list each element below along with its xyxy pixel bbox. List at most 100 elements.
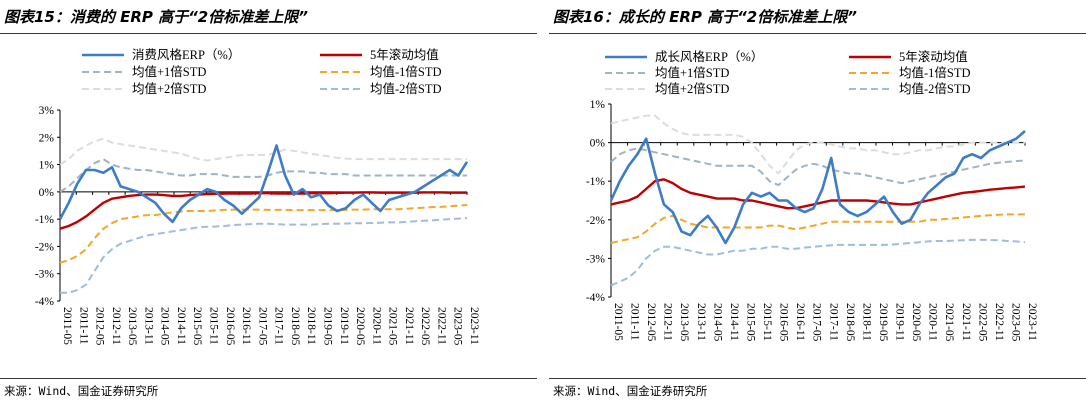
x-tick-label: 2017-11 <box>273 307 285 345</box>
x-tick-label: 2019-11 <box>894 303 906 341</box>
series-line-1 <box>59 191 467 230</box>
x-tick-label: 2013-11 <box>695 303 707 341</box>
x-tick-label: 2015-11 <box>761 303 773 341</box>
chart-panel-consumption: 图表15：消费的 ERP 高于“2倍标准差上限” 3% 2% 1% 0% -1% -2% -… <box>0 0 537 403</box>
x-tick-label: 2020-11 <box>927 303 939 341</box>
figure-title: 图表15：消费的 ERP 高于“2倍标准差上限” <box>4 8 308 26</box>
x-tick-label: 2015-05 <box>744 303 756 342</box>
x-tick-label: 2020-11 <box>370 307 382 345</box>
x-tick-label: 2012-11 <box>662 303 674 341</box>
x-tick-label: 2020-05 <box>910 303 922 342</box>
y-tick-label: 2% <box>39 132 55 144</box>
y-tick-label: 3% <box>39 105 55 117</box>
title-divider <box>0 33 537 34</box>
series-line-4 <box>610 114 1025 175</box>
x-tick-label: 2018-05 <box>289 307 301 346</box>
x-tick-label: 2018-11 <box>305 307 317 345</box>
x-tick-label: 2022-05 <box>976 303 988 342</box>
x-tick-label: 2016-11 <box>240 307 252 345</box>
x-tick-label: 2018-05 <box>844 303 856 342</box>
x-tick-label: 2013-11 <box>142 307 154 345</box>
series-line-5 <box>60 217 468 294</box>
x-tick-label: 2021-05 <box>387 307 399 346</box>
x-tick-label: 2016-05 <box>224 307 236 346</box>
legend-label: 均值+2倍STD <box>655 81 729 96</box>
x-tick-label: 2014-05 <box>159 307 171 346</box>
y-tick-label: -1% <box>586 176 606 188</box>
y-tick-label: -2% <box>35 241 55 253</box>
x-tick-label: 2016-11 <box>794 303 806 341</box>
legend-label: 均值-2倍STD <box>370 81 442 96</box>
x-tick-label: 2019-05 <box>877 303 889 342</box>
legend-label: 均值+1倍STD <box>655 65 729 80</box>
source-note: 来源：Wind、国金证券研究所 <box>4 384 159 398</box>
x-tick-label: 2021-11 <box>960 303 972 341</box>
x-tick-label: 2021-05 <box>943 303 955 342</box>
series-line-2 <box>610 147 1026 187</box>
series-line-5 <box>610 238 1026 287</box>
footer-divider <box>0 378 537 379</box>
x-tick-label: 2014-05 <box>711 303 723 342</box>
y-tick-label: 1% <box>590 99 606 111</box>
y-tick-label: -3% <box>35 269 55 281</box>
x-tick-label: 2023-11 <box>1026 303 1038 341</box>
legend-label: 均值+1倍STD <box>132 64 206 79</box>
y-tick-label: -1% <box>35 214 55 226</box>
x-tick-label: 2023-05 <box>1009 303 1021 342</box>
y-tick-label: 1% <box>39 160 55 172</box>
chart-panel-growth: 图表16：成长的 ERP 高于“2倍标准差上限” 1% 0% -1% -2% -3% -4… <box>549 0 1086 403</box>
x-tick-label: 2013-05 <box>126 307 138 346</box>
legend-label: 5年滚动均值 <box>370 47 439 62</box>
y-tick-label: 0% <box>39 187 55 199</box>
x-tick-label: 2016-05 <box>778 303 790 342</box>
x-tick-label: 2014-11 <box>728 303 740 341</box>
legend-label: 均值-2倍STD <box>899 81 971 96</box>
x-tick-label: 2017-05 <box>256 307 268 346</box>
y-tick-label: -4% <box>586 292 606 304</box>
x-tick-label: 2011-11 <box>77 307 89 345</box>
legend-label: 消费风格ERP（%） <box>132 47 240 62</box>
x-tick-label: 2022-11 <box>435 307 447 345</box>
series-line-0 <box>58 144 469 224</box>
x-tick-label: 2021-11 <box>403 307 415 345</box>
legend-label: 成长风格ERP（%） <box>655 49 763 64</box>
x-tick-label: 2013-05 <box>678 303 690 342</box>
x-tick-label: 2011-05 <box>61 307 73 345</box>
x-tick-label: 2014-11 <box>175 307 187 345</box>
x-tick-label: 2017-11 <box>827 303 839 341</box>
x-tick-label: 2022-11 <box>993 303 1005 341</box>
x-tick-label: 2012-05 <box>645 303 657 342</box>
series-line-1 <box>610 178 1026 210</box>
x-tick-label: 2019-11 <box>338 307 350 345</box>
source-note: 来源：Wind、国金证券研究所 <box>553 384 708 398</box>
legend-label: 均值-1倍STD <box>370 64 442 79</box>
x-tick-label: 2020-05 <box>354 307 366 346</box>
x-tick-label: 2019-05 <box>321 307 333 346</box>
consumption-erp-chart: 3% 2% 1% 0% -1% -2% -3% -4% 2011-05 2011-11 2012-0… <box>35 47 480 346</box>
x-tick-label: 2023-11 <box>468 307 480 345</box>
legend-label: 均值+2倍STD <box>132 81 206 96</box>
legend-label: 5年滚动均值 <box>899 49 968 64</box>
y-tick-label: 0% <box>590 138 606 150</box>
x-tick-label: 2023-05 <box>452 307 464 346</box>
x-tick-label: 2015-05 <box>191 307 203 346</box>
legend-label: 均值-1倍STD <box>899 65 971 80</box>
x-tick-label: 2018-11 <box>860 303 872 341</box>
series-line-4 <box>59 137 467 166</box>
y-tick-label: -3% <box>586 253 606 265</box>
growth-erp-chart: 1% 0% -1% -2% -3% -4% 2011-05 2011-11 2012-05 201… <box>586 49 1038 342</box>
series-line-3 <box>610 213 1025 244</box>
series-line-3 <box>59 204 468 264</box>
y-tick-label: -4% <box>35 296 55 308</box>
x-tick-label: 2011-11 <box>629 303 641 341</box>
title-divider <box>549 33 1086 34</box>
x-tick-label: 2012-05 <box>94 307 106 346</box>
y-tick-label: -2% <box>586 215 606 227</box>
x-tick-label: 2015-11 <box>208 307 220 345</box>
footer-divider <box>549 378 1086 379</box>
series-line-0 <box>609 130 1026 245</box>
series-line-2 <box>59 158 467 193</box>
x-tick-label: 2022-05 <box>419 307 431 346</box>
figure-title: 图表16：成长的 ERP 高于“2倍标准差上限” <box>553 8 857 26</box>
x-tick-label: 2017-05 <box>811 303 823 342</box>
